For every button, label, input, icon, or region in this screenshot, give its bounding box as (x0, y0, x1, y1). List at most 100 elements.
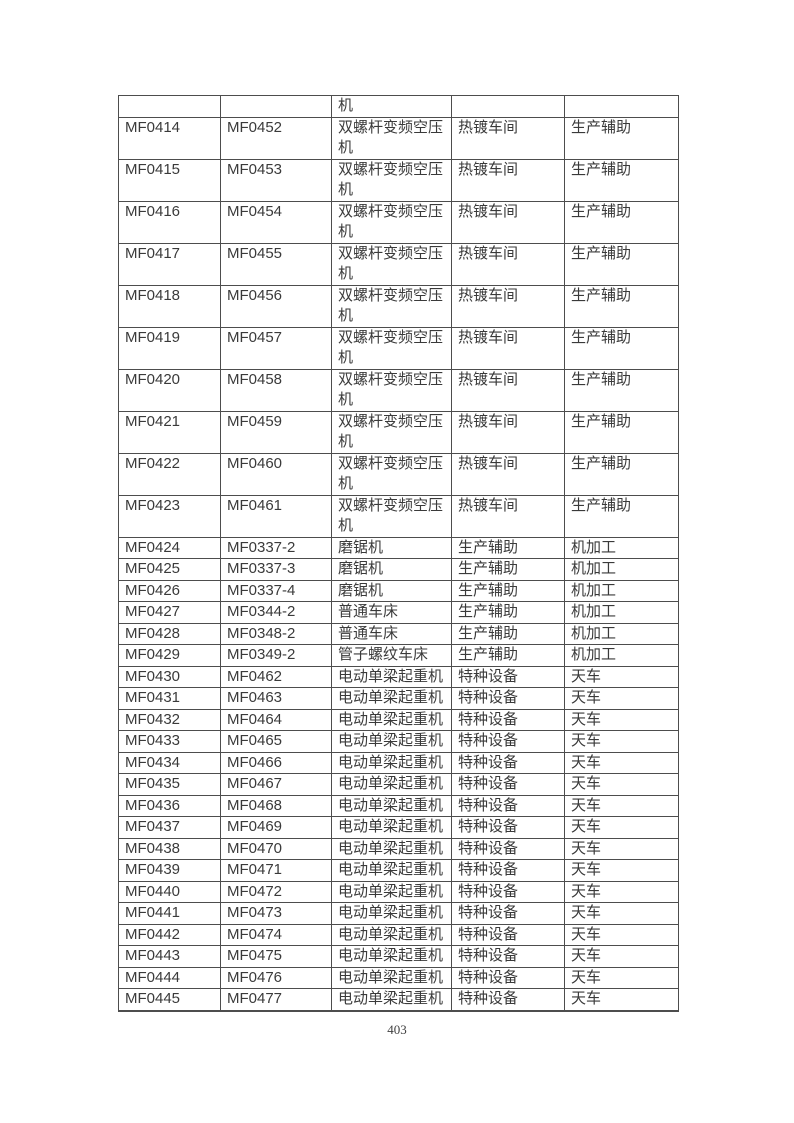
table-cell: 天车 (564, 751, 679, 774)
table-cell: 特种设备 (451, 708, 565, 731)
table-cell: 机加工 (564, 601, 679, 624)
table-cell: 电动单梁起重机 (331, 902, 452, 925)
table-cell: 特种设备 (451, 966, 565, 989)
table-cell: 天车 (564, 708, 679, 731)
table-cell: 生产辅助 (564, 158, 679, 202)
table-cell: 机加工 (564, 622, 679, 645)
table-cell: MF0423 (118, 494, 221, 538)
page-number: 403 (387, 1022, 407, 1037)
table-cell: MF0426 (118, 579, 221, 602)
table-cell: 特种设备 (451, 859, 565, 882)
table-row: MF0414 MF0452 双螺杆变频空压机 热镀车间 生产辅助 (118, 116, 679, 160)
table-cell: 双螺杆变频空压机 (331, 368, 452, 412)
table-cell: MF0474 (220, 923, 332, 946)
table-cell: 双螺杆变频空压机 (331, 116, 452, 160)
table-row: MF0433 MF0465 电动单梁起重机 特种设备 天车 (118, 730, 679, 753)
table-cell: MF0435 (118, 773, 221, 796)
table-row: MF0419 MF0457 双螺杆变频空压机 热镀车间 生产辅助 (118, 326, 679, 370)
table-cell: MF0463 (220, 687, 332, 710)
table-cell: 双螺杆变频空压机 (331, 410, 452, 454)
table-cell: MF0425 (118, 558, 221, 581)
table-cell: 天车 (564, 880, 679, 903)
table-cell: MF0436 (118, 794, 221, 817)
table-cell: MF0469 (220, 816, 332, 839)
table-cell: 天车 (564, 859, 679, 882)
table-cell: MF0443 (118, 945, 221, 968)
table-cell: 特种设备 (451, 773, 565, 796)
table-cell: MF0442 (118, 923, 221, 946)
table-cell: 磨锯机 (331, 579, 452, 602)
table-cell: 生产辅助 (564, 494, 679, 538)
table-row: MF0430 MF0462 电动单梁起重机 特种设备 天车 (118, 665, 679, 688)
table-cell: 生产辅助 (451, 601, 565, 624)
table-cell: MF0432 (118, 708, 221, 731)
table-row: MF0440 MF0472 电动单梁起重机 特种设备 天车 (118, 880, 679, 903)
table-cell: 生产辅助 (451, 644, 565, 667)
table-row: MF0424 MF0337-2 磨锯机 生产辅助 机加工 (118, 536, 679, 559)
table-cell: 电动单梁起重机 (331, 665, 452, 688)
table-cell: 双螺杆变频空压机 (331, 452, 452, 496)
table-cell: MF0428 (118, 622, 221, 645)
table-cell: 双螺杆变频空压机 (331, 242, 452, 286)
table-cell: 天车 (564, 902, 679, 925)
table-cell: 热镀车间 (451, 284, 565, 328)
table-row: MF0422 MF0460 双螺杆变频空压机 热镀车间 生产辅助 (118, 452, 679, 496)
table-cell: 天车 (564, 988, 679, 1012)
table-cell: MF0421 (118, 410, 221, 454)
table-cell: MF0467 (220, 773, 332, 796)
table-row: MF0436 MF0468 电动单梁起重机 特种设备 天车 (118, 794, 679, 817)
table-cell: 热镀车间 (451, 494, 565, 538)
table-cell (220, 95, 332, 118)
table-cell: 机加工 (564, 536, 679, 559)
table-row: MF0416 MF0454 双螺杆变频空压机 热镀车间 生产辅助 (118, 200, 679, 244)
table-cell: 天车 (564, 837, 679, 860)
table-row: MF0444 MF0476 电动单梁起重机 特种设备 天车 (118, 966, 679, 989)
table-cell: 电动单梁起重机 (331, 708, 452, 731)
table-cell: 特种设备 (451, 816, 565, 839)
table-cell: MF0440 (118, 880, 221, 903)
table-cell: 机加工 (564, 644, 679, 667)
table-cell: MF0438 (118, 837, 221, 860)
table-row: MF0445 MF0477 电动单梁起重机 特种设备 天车 (118, 988, 679, 1012)
table-cell: MF0344-2 (220, 601, 332, 624)
table-cell: MF0468 (220, 794, 332, 817)
table-cell: 磨锯机 (331, 536, 452, 559)
table-cell: 电动单梁起重机 (331, 773, 452, 796)
table-cell: MF0464 (220, 708, 332, 731)
table-cell: MF0460 (220, 452, 332, 496)
table-cell: 电动单梁起重机 (331, 837, 452, 860)
table-cell: 天车 (564, 816, 679, 839)
table-cell: 热镀车间 (451, 200, 565, 244)
table-cell: 热镀车间 (451, 158, 565, 202)
table-cell: 生产辅助 (564, 410, 679, 454)
table-row: MF0437 MF0469 电动单梁起重机 特种设备 天车 (118, 816, 679, 839)
table-cell: 天车 (564, 923, 679, 946)
table-cell: MF0415 (118, 158, 221, 202)
table-cell: 特种设备 (451, 794, 565, 817)
table-row: MF0421 MF0459 双螺杆变频空压机 热镀车间 生产辅助 (118, 410, 679, 454)
table-cell: 特种设备 (451, 902, 565, 925)
table-cell: MF0453 (220, 158, 332, 202)
table-cell: MF0452 (220, 116, 332, 160)
table-cell: 生产辅助 (451, 536, 565, 559)
table-cell: MF0466 (220, 751, 332, 774)
table-cell: MF0348-2 (220, 622, 332, 645)
table-row: MF0434 MF0466 电动单梁起重机 特种设备 天车 (118, 751, 679, 774)
table-cell: 电动单梁起重机 (331, 730, 452, 753)
table-cell: MF0416 (118, 200, 221, 244)
table-cell: 电动单梁起重机 (331, 687, 452, 710)
table-row: MF0427 MF0344-2 普通车床 生产辅助 机加工 (118, 601, 679, 624)
table-cell (564, 95, 679, 118)
table-cell: MF0430 (118, 665, 221, 688)
table-cell: MF0419 (118, 326, 221, 370)
table-cell: 电动单梁起重机 (331, 816, 452, 839)
table-cell: MF0459 (220, 410, 332, 454)
table-row: MF0423 MF0461 双螺杆变频空压机 热镀车间 生产辅助 (118, 494, 679, 538)
table-cell: MF0417 (118, 242, 221, 286)
table-cell: 生产辅助 (564, 452, 679, 496)
table-cell: 天车 (564, 687, 679, 710)
table-row: MF0428 MF0348-2 普通车床 生产辅助 机加工 (118, 622, 679, 645)
table-cell: MF0476 (220, 966, 332, 989)
table-cell: 普通车床 (331, 622, 452, 645)
